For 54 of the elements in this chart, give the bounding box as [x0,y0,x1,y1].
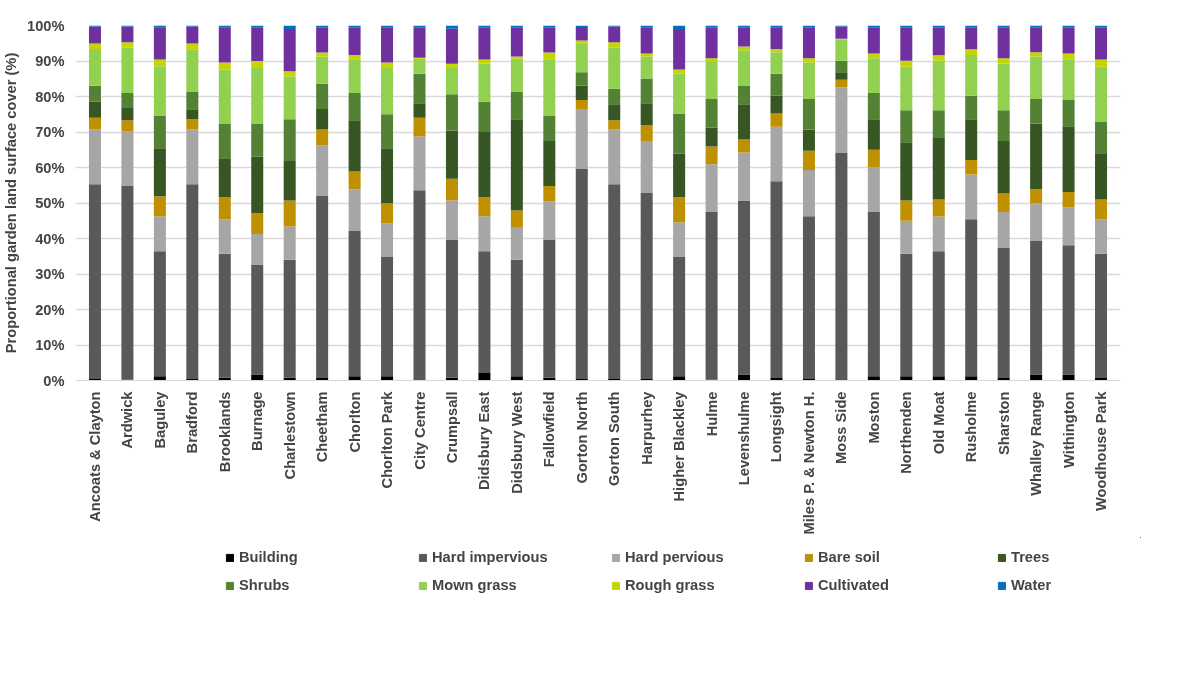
x-tick-label: Higher Blackley [671,390,688,502]
x-tick-label: Harpurhey [638,390,655,465]
x-tick-label: Crumpsall [443,391,460,464]
x-tick-label: Sharston [995,391,1012,456]
x-tick-label: Levenshulme [736,391,753,486]
legend-label: Shrubs [239,577,291,593]
x-tick-label: Moss Side [833,391,850,464]
legend-label: Water [1011,577,1053,593]
x-tick-label: Longsight [768,391,785,463]
y-tick-label: 30% [35,266,65,282]
legend-label: Rough grass [625,577,716,593]
x-tick-label: Whalley Range [1028,391,1045,496]
x-tick-label: Didsbury East [476,391,493,491]
legend-label: Building [239,549,299,565]
x-tick-label: Fallowfield [541,391,558,468]
x-tick-label: Gorton North [573,391,590,484]
y-tick-label: 40% [35,230,65,247]
x-tick-label: Northenden [898,391,915,474]
y-tick-label: 0% [43,372,65,389]
y-tick-label: 70% [35,124,65,140]
x-tick-label: Ancoats & Clayton [86,391,103,522]
x-tick-label: Cheetham [314,391,331,463]
x-tick-label: Hulme [703,391,720,437]
y-tick-label: 60% [35,159,65,176]
legend-label: Trees [1011,549,1051,565]
x-tick-label: Ardwick [119,390,136,449]
x-tick-label: Charlestown [281,391,298,480]
legend-label: Cultivated [818,577,890,593]
x-tick-label: Chorlton [346,391,363,453]
y-axis-title: Proportional garden land surface cover (%) [3,52,20,354]
y-tick-label: 90% [35,53,65,69]
x-tick-label: Miles P. & Newton H. [800,391,817,535]
x-tick-label: Gorton South [606,391,623,486]
x-tick-label: Rusholme [963,391,980,463]
x-tick-label: Baguley [151,390,168,449]
x-tick-label: Old Moat [930,391,947,455]
x-tick-label: Brooklands [216,391,233,473]
y-tick-label: 20% [35,301,65,318]
x-tick-label: Moston [865,391,882,444]
x-tick-label: Burnage [249,391,266,451]
y-tick-label: 10% [35,337,65,353]
legend-label: Bare soil [818,549,881,565]
x-tick-label: City Centre [411,391,428,470]
x-tick-label: Woodhouse Park [1093,390,1110,511]
x-tick-label: Bradford [184,391,201,454]
y-tick-label: 100% [27,17,65,34]
legend-label: Hard impervious [432,549,549,565]
y-tick-label: 50% [35,195,65,211]
legend-label: Mown grass [432,577,518,593]
x-tick-label: Withington [1060,391,1077,468]
x-tick-label: Didsbury West [508,391,525,494]
y-tick-label: 80% [35,88,65,105]
x-tick-label: Chorlton Park [379,390,396,489]
legend-label: Hard pervious [625,549,725,565]
